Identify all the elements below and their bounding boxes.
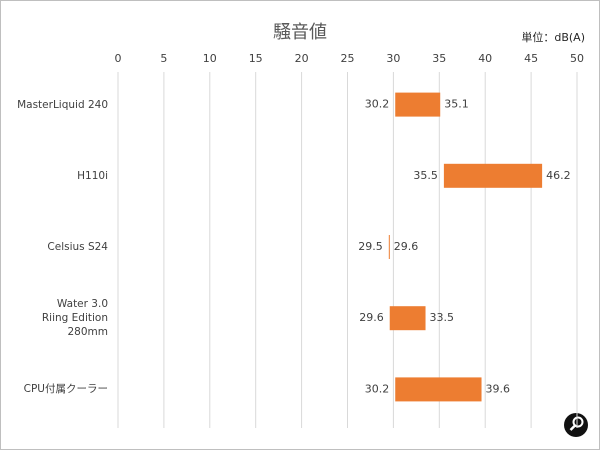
high-label: 35.1 bbox=[444, 98, 469, 111]
category-label: MasterLiquid 240 bbox=[17, 98, 108, 111]
bar bbox=[395, 92, 441, 117]
bar bbox=[395, 377, 482, 402]
x-tick-label: 40 bbox=[478, 52, 492, 65]
high-label: 29.6 bbox=[394, 240, 419, 253]
x-tick-label: 0 bbox=[115, 52, 122, 65]
category-label: Water 3.0 Riing Edition 280mm bbox=[41, 298, 108, 339]
x-tick-label: 45 bbox=[524, 52, 538, 65]
low-label: 29.5 bbox=[358, 240, 383, 253]
x-tick-label: 5 bbox=[160, 52, 167, 65]
bar bbox=[443, 163, 543, 188]
category-label: Celsius S24 bbox=[47, 241, 108, 253]
chart-title: 騒音値 bbox=[273, 22, 327, 43]
category-label: H110i bbox=[77, 169, 108, 182]
unit-label: 単位：dB(A) bbox=[521, 30, 585, 44]
category-label: CPU付属クーラー bbox=[23, 383, 108, 396]
x-tick-label: 25 bbox=[341, 52, 355, 65]
low-label: 29.6 bbox=[359, 311, 384, 324]
high-label: 39.6 bbox=[486, 382, 511, 395]
x-tick-label: 20 bbox=[295, 52, 309, 65]
x-tick-label: 15 bbox=[249, 52, 263, 65]
zoom-icon[interactable] bbox=[564, 413, 588, 437]
low-label: 30.2 bbox=[365, 382, 390, 395]
x-tick-label: 10 bbox=[203, 52, 217, 65]
low-label: 35.5 bbox=[413, 169, 438, 182]
high-label: 33.5 bbox=[430, 311, 455, 324]
x-tick-label: 50 bbox=[570, 52, 584, 65]
low-label: 30.2 bbox=[365, 98, 390, 111]
bar bbox=[388, 235, 390, 259]
x-tick-label: 30 bbox=[386, 52, 400, 65]
bar bbox=[389, 306, 426, 331]
x-tick-label: 35 bbox=[432, 52, 446, 65]
high-label: 46.2 bbox=[546, 169, 571, 182]
